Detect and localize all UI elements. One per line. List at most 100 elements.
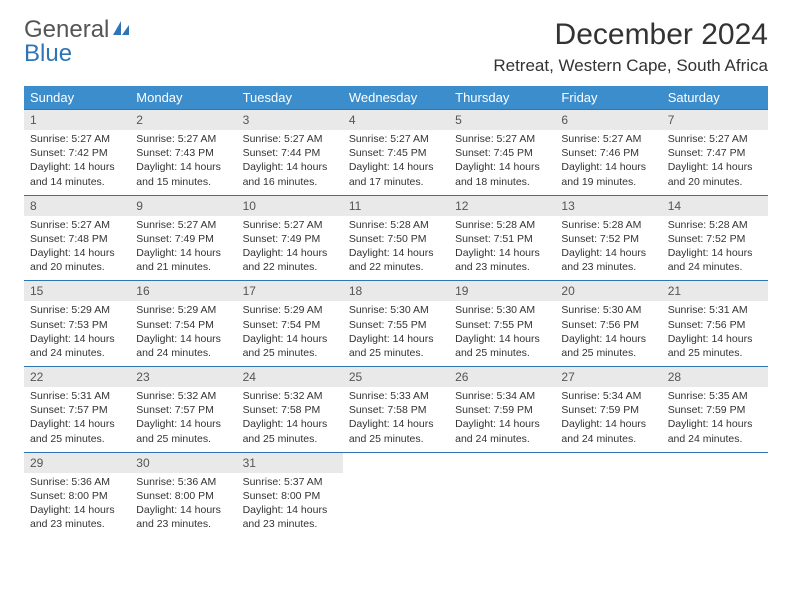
day-details: Sunrise: 5:31 AMSunset: 7:56 PMDaylight:…: [662, 301, 768, 366]
day-number: 14: [662, 196, 768, 216]
calendar-cell: 27Sunrise: 5:34 AMSunset: 7:59 PMDayligh…: [555, 367, 661, 453]
day-details: Sunrise: 5:27 AMSunset: 7:49 PMDaylight:…: [237, 216, 343, 281]
calendar-head: SundayMondayTuesdayWednesdayThursdayFrid…: [24, 86, 768, 110]
day-number: 22: [24, 367, 130, 387]
header: General Blue December 2024 Retreat, West…: [24, 18, 768, 82]
day-details: Sunrise: 5:36 AMSunset: 8:00 PMDaylight:…: [24, 473, 130, 538]
day-details: Sunrise: 5:29 AMSunset: 7:53 PMDaylight:…: [24, 301, 130, 366]
calendar-cell: 11Sunrise: 5:28 AMSunset: 7:50 PMDayligh…: [343, 195, 449, 281]
day-number: 25: [343, 367, 449, 387]
day-number: 19: [449, 281, 555, 301]
day-details: Sunrise: 5:27 AMSunset: 7:42 PMDaylight:…: [24, 130, 130, 195]
day-number: 2: [130, 110, 236, 130]
calendar-cell: 12Sunrise: 5:28 AMSunset: 7:51 PMDayligh…: [449, 195, 555, 281]
calendar-cell: 3Sunrise: 5:27 AMSunset: 7:44 PMDaylight…: [237, 110, 343, 196]
logo-text-blue: Blue: [24, 40, 72, 67]
calendar-cell-empty: [662, 452, 768, 537]
day-number: 10: [237, 196, 343, 216]
day-details: Sunrise: 5:35 AMSunset: 7:59 PMDaylight:…: [662, 387, 768, 452]
day-number: 29: [24, 453, 130, 473]
calendar-cell: 25Sunrise: 5:33 AMSunset: 7:58 PMDayligh…: [343, 367, 449, 453]
day-details: Sunrise: 5:27 AMSunset: 7:45 PMDaylight:…: [343, 130, 449, 195]
day-number: 6: [555, 110, 661, 130]
day-details: Sunrise: 5:27 AMSunset: 7:44 PMDaylight:…: [237, 130, 343, 195]
day-details: Sunrise: 5:27 AMSunset: 7:49 PMDaylight:…: [130, 216, 236, 281]
calendar-cell: 16Sunrise: 5:29 AMSunset: 7:54 PMDayligh…: [130, 281, 236, 367]
day-header: Tuesday: [237, 86, 343, 110]
day-number: 7: [662, 110, 768, 130]
day-number: 3: [237, 110, 343, 130]
day-details: Sunrise: 5:27 AMSunset: 7:48 PMDaylight:…: [24, 216, 130, 281]
day-number: 24: [237, 367, 343, 387]
day-details: Sunrise: 5:28 AMSunset: 7:51 PMDaylight:…: [449, 216, 555, 281]
calendar-cell: 15Sunrise: 5:29 AMSunset: 7:53 PMDayligh…: [24, 281, 130, 367]
calendar-body: 1Sunrise: 5:27 AMSunset: 7:42 PMDaylight…: [24, 110, 768, 538]
calendar-cell: 14Sunrise: 5:28 AMSunset: 7:52 PMDayligh…: [662, 195, 768, 281]
day-number: 15: [24, 281, 130, 301]
calendar-cell: 23Sunrise: 5:32 AMSunset: 7:57 PMDayligh…: [130, 367, 236, 453]
calendar-cell: 10Sunrise: 5:27 AMSunset: 7:49 PMDayligh…: [237, 195, 343, 281]
calendar-cell: 24Sunrise: 5:32 AMSunset: 7:58 PMDayligh…: [237, 367, 343, 453]
day-header: Monday: [130, 86, 236, 110]
day-number: 18: [343, 281, 449, 301]
day-details: Sunrise: 5:28 AMSunset: 7:50 PMDaylight:…: [343, 216, 449, 281]
day-details: Sunrise: 5:27 AMSunset: 7:46 PMDaylight:…: [555, 130, 661, 195]
day-details: Sunrise: 5:30 AMSunset: 7:56 PMDaylight:…: [555, 301, 661, 366]
calendar-cell: 29Sunrise: 5:36 AMSunset: 8:00 PMDayligh…: [24, 452, 130, 537]
day-number: 23: [130, 367, 236, 387]
day-number: 17: [237, 281, 343, 301]
day-details: Sunrise: 5:27 AMSunset: 7:47 PMDaylight:…: [662, 130, 768, 195]
day-details: Sunrise: 5:33 AMSunset: 7:58 PMDaylight:…: [343, 387, 449, 452]
calendar-cell: 6Sunrise: 5:27 AMSunset: 7:46 PMDaylight…: [555, 110, 661, 196]
calendar-cell: 22Sunrise: 5:31 AMSunset: 7:57 PMDayligh…: [24, 367, 130, 453]
calendar-cell: 4Sunrise: 5:27 AMSunset: 7:45 PMDaylight…: [343, 110, 449, 196]
day-details: Sunrise: 5:30 AMSunset: 7:55 PMDaylight:…: [449, 301, 555, 366]
day-number: 5: [449, 110, 555, 130]
day-number: 8: [24, 196, 130, 216]
logo-text-general: General: [24, 16, 109, 43]
day-details: Sunrise: 5:30 AMSunset: 7:55 PMDaylight:…: [343, 301, 449, 366]
day-number: 9: [130, 196, 236, 216]
calendar-cell-empty: [555, 452, 661, 537]
calendar-cell: 17Sunrise: 5:29 AMSunset: 7:54 PMDayligh…: [237, 281, 343, 367]
day-number: 12: [449, 196, 555, 216]
day-details: Sunrise: 5:37 AMSunset: 8:00 PMDaylight:…: [237, 473, 343, 538]
calendar-cell: 18Sunrise: 5:30 AMSunset: 7:55 PMDayligh…: [343, 281, 449, 367]
calendar-cell: 5Sunrise: 5:27 AMSunset: 7:45 PMDaylight…: [449, 110, 555, 196]
day-details: Sunrise: 5:34 AMSunset: 7:59 PMDaylight:…: [555, 387, 661, 452]
title-block: December 2024 Retreat, Western Cape, Sou…: [493, 18, 768, 82]
day-number: 20: [555, 281, 661, 301]
calendar-cell: 20Sunrise: 5:30 AMSunset: 7:56 PMDayligh…: [555, 281, 661, 367]
calendar-cell: 8Sunrise: 5:27 AMSunset: 7:48 PMDaylight…: [24, 195, 130, 281]
day-details: Sunrise: 5:36 AMSunset: 8:00 PMDaylight:…: [130, 473, 236, 538]
month-title: December 2024: [493, 18, 768, 52]
day-number: 4: [343, 110, 449, 130]
sail-icon: [111, 16, 131, 43]
calendar-cell: 13Sunrise: 5:28 AMSunset: 7:52 PMDayligh…: [555, 195, 661, 281]
day-details: Sunrise: 5:34 AMSunset: 7:59 PMDaylight:…: [449, 387, 555, 452]
day-details: Sunrise: 5:31 AMSunset: 7:57 PMDaylight:…: [24, 387, 130, 452]
day-number: 16: [130, 281, 236, 301]
calendar-cell: 28Sunrise: 5:35 AMSunset: 7:59 PMDayligh…: [662, 367, 768, 453]
day-details: Sunrise: 5:32 AMSunset: 7:57 PMDaylight:…: [130, 387, 236, 452]
calendar-cell: 21Sunrise: 5:31 AMSunset: 7:56 PMDayligh…: [662, 281, 768, 367]
day-header: Thursday: [449, 86, 555, 110]
calendar-table: SundayMondayTuesdayWednesdayThursdayFrid…: [24, 86, 768, 537]
day-number: 1: [24, 110, 130, 130]
day-details: Sunrise: 5:27 AMSunset: 7:43 PMDaylight:…: [130, 130, 236, 195]
calendar-cell: 1Sunrise: 5:27 AMSunset: 7:42 PMDaylight…: [24, 110, 130, 196]
day-details: Sunrise: 5:29 AMSunset: 7:54 PMDaylight:…: [237, 301, 343, 366]
day-details: Sunrise: 5:27 AMSunset: 7:45 PMDaylight:…: [449, 130, 555, 195]
day-header: Sunday: [24, 86, 130, 110]
day-number: 21: [662, 281, 768, 301]
day-number: 27: [555, 367, 661, 387]
day-header: Saturday: [662, 86, 768, 110]
day-details: Sunrise: 5:28 AMSunset: 7:52 PMDaylight:…: [555, 216, 661, 281]
day-details: Sunrise: 5:32 AMSunset: 7:58 PMDaylight:…: [237, 387, 343, 452]
calendar-cell: 26Sunrise: 5:34 AMSunset: 7:59 PMDayligh…: [449, 367, 555, 453]
day-details: Sunrise: 5:28 AMSunset: 7:52 PMDaylight:…: [662, 216, 768, 281]
calendar-cell-empty: [343, 452, 449, 537]
day-details: Sunrise: 5:29 AMSunset: 7:54 PMDaylight:…: [130, 301, 236, 366]
day-number: 28: [662, 367, 768, 387]
day-header: Friday: [555, 86, 661, 110]
